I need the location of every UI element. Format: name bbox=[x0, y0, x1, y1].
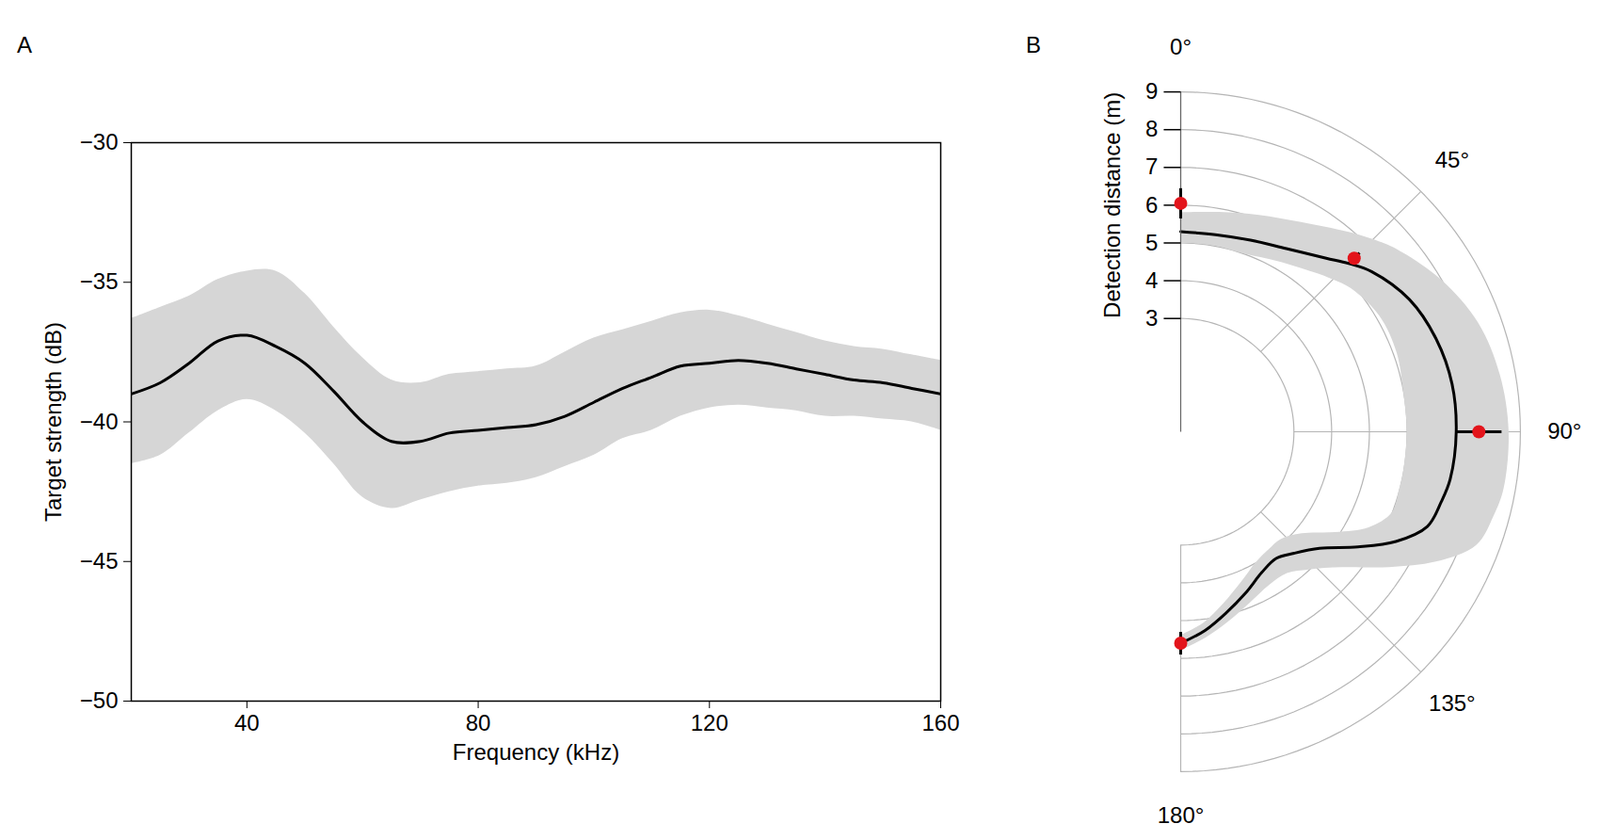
svg-text:160: 160 bbox=[921, 709, 960, 736]
svg-text:90°: 90° bbox=[1547, 417, 1582, 444]
svg-text:Frequency (kHz): Frequency (kHz) bbox=[452, 738, 620, 765]
html-text:A: A bbox=[16, 32, 32, 58]
svg-text:−30: −30 bbox=[80, 128, 119, 155]
svg-text:5: 5 bbox=[1145, 229, 1158, 256]
svg-text:8: 8 bbox=[1145, 115, 1158, 142]
svg-text:−45: −45 bbox=[80, 547, 119, 574]
svg-text:135°: 135° bbox=[1428, 689, 1476, 716]
html-text:B: B bbox=[1025, 32, 1041, 58]
svg-text:−50: −50 bbox=[80, 687, 119, 713]
svg-text:120: 120 bbox=[690, 709, 729, 736]
svg-text:9: 9 bbox=[1145, 78, 1158, 104]
svg-text:0°: 0° bbox=[1169, 33, 1192, 60]
svg-text:7: 7 bbox=[1145, 153, 1158, 179]
svg-text:4: 4 bbox=[1145, 267, 1158, 293]
svg-text:180°: 180° bbox=[1157, 801, 1205, 828]
svg-text:80: 80 bbox=[465, 709, 492, 736]
svg-text:Detection distance (m): Detection distance (m) bbox=[1099, 92, 1125, 319]
svg-text:45°: 45° bbox=[1435, 146, 1470, 173]
svg-text:−35: −35 bbox=[80, 268, 119, 294]
svg-text:6: 6 bbox=[1145, 192, 1158, 218]
svg-text:−40: −40 bbox=[80, 408, 119, 434]
svg-text:Target strength (dB): Target strength (dB) bbox=[40, 321, 66, 522]
svg-text:3: 3 bbox=[1145, 304, 1158, 331]
svg-text:40: 40 bbox=[234, 709, 260, 736]
